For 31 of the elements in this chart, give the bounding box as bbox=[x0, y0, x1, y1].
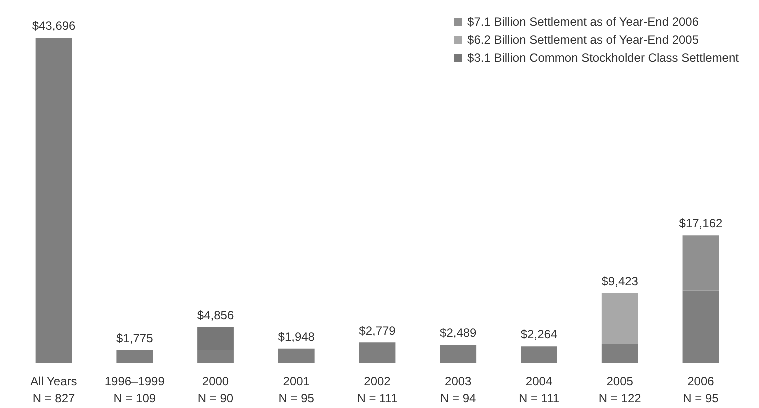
bar bbox=[278, 348, 315, 364]
bar bbox=[521, 346, 558, 364]
x-tick-label: 2000 N = 90 bbox=[198, 374, 234, 406]
annotation: $2,779 bbox=[359, 324, 396, 338]
x-tick-label: 2001 N = 95 bbox=[278, 374, 315, 406]
legend-label: $6.2 Billion Settlement as of Year-End 2005 bbox=[468, 33, 700, 47]
bar bbox=[36, 38, 72, 364]
annotation: $1,948 bbox=[278, 330, 316, 344]
annotation: $9,423 bbox=[602, 274, 639, 288]
x-tick-label: 1996–1999 N = 109 bbox=[104, 374, 166, 406]
bar bbox=[359, 342, 396, 364]
annotation: $4,856 bbox=[197, 308, 234, 322]
annotation: $43,696 bbox=[32, 19, 76, 34]
x-tick-label: 2002 N = 111 bbox=[357, 374, 398, 406]
legend-label: $3.1 Billion Common Stockholder Class Settlement bbox=[468, 51, 739, 65]
x-tick-label: 2003 N = 94 bbox=[440, 374, 477, 406]
bar bbox=[602, 293, 638, 344]
annotation: $17,162 bbox=[679, 216, 723, 231]
bar bbox=[682, 236, 720, 291]
annotation: $2,264 bbox=[520, 328, 558, 342]
bar bbox=[602, 344, 638, 364]
bar bbox=[440, 344, 477, 364]
x-tick-label: 2005 N = 122 bbox=[598, 374, 642, 406]
x-tick-label: All Years N = 827 bbox=[30, 374, 78, 406]
bar bbox=[116, 350, 154, 364]
legend-label: $7.1 Billion Settlement as of Year-End 2006 bbox=[468, 15, 700, 29]
bar bbox=[682, 290, 720, 364]
x-tick-label: 2006 N = 95 bbox=[683, 374, 720, 406]
annotation: $1,775 bbox=[116, 331, 154, 346]
annotation: $2,489 bbox=[440, 326, 478, 340]
x-tick-label: 2004 N = 111 bbox=[518, 374, 560, 406]
